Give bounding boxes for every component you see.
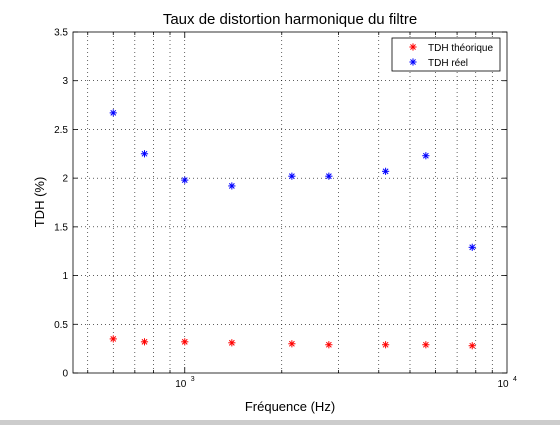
data-point — [140, 150, 149, 158]
x-axis-label: Fréquence (Hz) — [245, 399, 335, 414]
legend-label-tdh-reel: TDH réel — [428, 58, 468, 69]
y-tick-label: 1 — [62, 271, 68, 282]
y-tick-label: 3.5 — [54, 28, 68, 39]
data-point — [381, 341, 390, 349]
grid — [73, 32, 507, 373]
legend: TDH théorique TDH réel — [391, 37, 501, 72]
data-point — [228, 339, 236, 347]
legend-label-tdh-theorique: TDH théorique — [428, 43, 493, 54]
data-point — [181, 338, 189, 346]
legend-marker-icon — [409, 43, 417, 51]
x-tick-label-exponent: 4 — [513, 376, 517, 383]
plot-area — [73, 32, 507, 373]
y-tick-label: 0 — [62, 369, 68, 380]
x-tick-label-exponent: 3 — [191, 376, 195, 383]
data-point — [422, 341, 430, 349]
data-point — [228, 182, 236, 190]
chart-title: Taux de distortion harmonique du filtre — [163, 11, 417, 28]
data-point — [109, 335, 117, 343]
legend-marker-icon — [409, 58, 417, 66]
data-point — [288, 172, 296, 180]
data-point — [325, 172, 333, 180]
plot-frame — [72, 31, 508, 374]
data-point — [109, 109, 117, 117]
data-point — [288, 340, 296, 348]
data-point — [181, 176, 189, 184]
y-axis-label: TDH (%) — [32, 177, 47, 228]
y-tick-label: 3 — [62, 76, 68, 87]
y-tick-label: 2 — [62, 174, 68, 185]
axis-ticks: 0 0.5 1 1.5 2 2.5 3 3.5 10 3 10 4 — [54, 28, 517, 391]
data-point — [140, 338, 149, 346]
data-point — [381, 167, 390, 175]
data-point — [325, 341, 333, 349]
data-points — [109, 109, 476, 350]
x-tick-label: 10 — [497, 379, 509, 390]
data-point — [468, 342, 476, 350]
y-tick-label: 0.5 — [54, 320, 68, 331]
data-point — [422, 152, 430, 160]
legend-marker-tdh-reel — [409, 58, 417, 66]
y-tick-label: 2.5 — [54, 125, 68, 136]
data-point — [468, 243, 476, 251]
y-tick-label: 1.5 — [54, 222, 68, 233]
legend-box — [391, 37, 501, 72]
x-tick-label: 10 — [175, 379, 187, 390]
legend-marker-tdh-theorique — [409, 43, 417, 51]
